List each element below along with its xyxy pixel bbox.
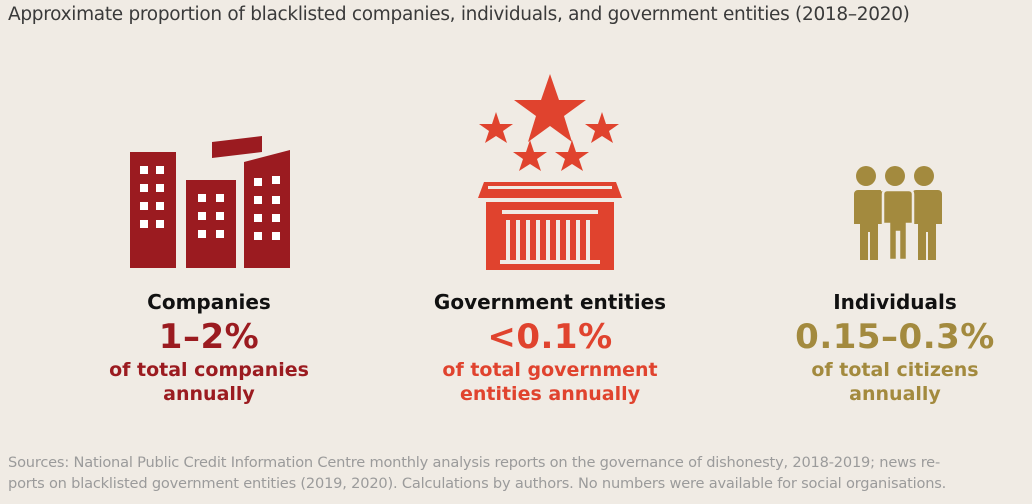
government-desc-line1: of total government [442, 359, 658, 381]
companies-label: Companies [147, 290, 271, 314]
government-label: Government entities [433, 290, 667, 314]
individuals-desc-line2: annually [849, 383, 941, 405]
government-building-stars-icon [478, 74, 622, 270]
government-value: <0.1% [487, 317, 613, 357]
sources-note: Sources: National Public Credit Informat… [8, 452, 1024, 494]
government-stat: Government entities <0.1% of total gover… [410, 290, 690, 406]
companies-stat: Companies 1–2% of total companies annual… [84, 290, 334, 406]
buildings-icon [130, 136, 290, 268]
companies-desc-line1: of total companies [109, 359, 309, 381]
sources-line1: Sources: National Public Credit Informat… [8, 454, 941, 471]
infographic-title: Approximate proportion of blacklisted co… [8, 4, 910, 25]
companies-value: 1–2% [158, 317, 260, 357]
individuals-stat: Individuals 0.15–0.3% of total citizens … [770, 290, 1020, 406]
individuals-value: 0.15–0.3% [795, 317, 995, 357]
government-desc-line2: entities annually [459, 383, 641, 405]
people-group-icon [852, 166, 942, 260]
companies-desc-line2: annually [163, 383, 255, 405]
individuals-label: Individuals [833, 290, 957, 314]
individuals-desc-line1: of total citizens [811, 359, 979, 381]
sources-line2: ports on blacklisted government entities… [8, 475, 947, 492]
